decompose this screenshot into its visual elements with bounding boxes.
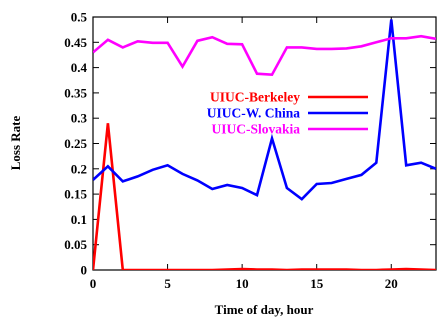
x-tick-label: 5 (164, 276, 171, 291)
y-tick-label: 0.45 (64, 35, 87, 50)
series-line-uiuc-berkeley (93, 123, 436, 270)
y-tick-label: 0.4 (71, 60, 88, 75)
series-line-uiuc-w-china (93, 19, 436, 201)
y-tick-label: 0.35 (64, 85, 87, 100)
x-tick-label: 0 (90, 276, 97, 291)
y-tick-label: 0.2 (71, 161, 87, 176)
x-tick-label: 10 (236, 276, 249, 291)
legend-label: UIUC-W. China (207, 106, 301, 121)
y-tick-label: 0.5 (71, 10, 88, 25)
x-tick-label: 15 (310, 276, 324, 291)
y-tick-label: 0.3 (71, 111, 88, 126)
legend-label: UIUC-Berkeley (210, 90, 300, 105)
y-tick-label: 0 (81, 263, 88, 278)
y-tick-label: 0.1 (71, 212, 87, 227)
series-line-uiuc-slovakia (93, 34, 436, 77)
y-axis-title: Loss Rate (8, 116, 23, 171)
y-tick-label: 0.15 (64, 187, 87, 202)
y-tick-label: 0.05 (64, 237, 87, 252)
plot-frame (92, 16, 437, 271)
x-axis-title: Time of day, hour (215, 302, 314, 317)
x-tick-label: 20 (385, 276, 398, 291)
legend-label: UIUC-Slovakia (211, 122, 300, 137)
y-tick-label: 0.25 (64, 136, 87, 151)
